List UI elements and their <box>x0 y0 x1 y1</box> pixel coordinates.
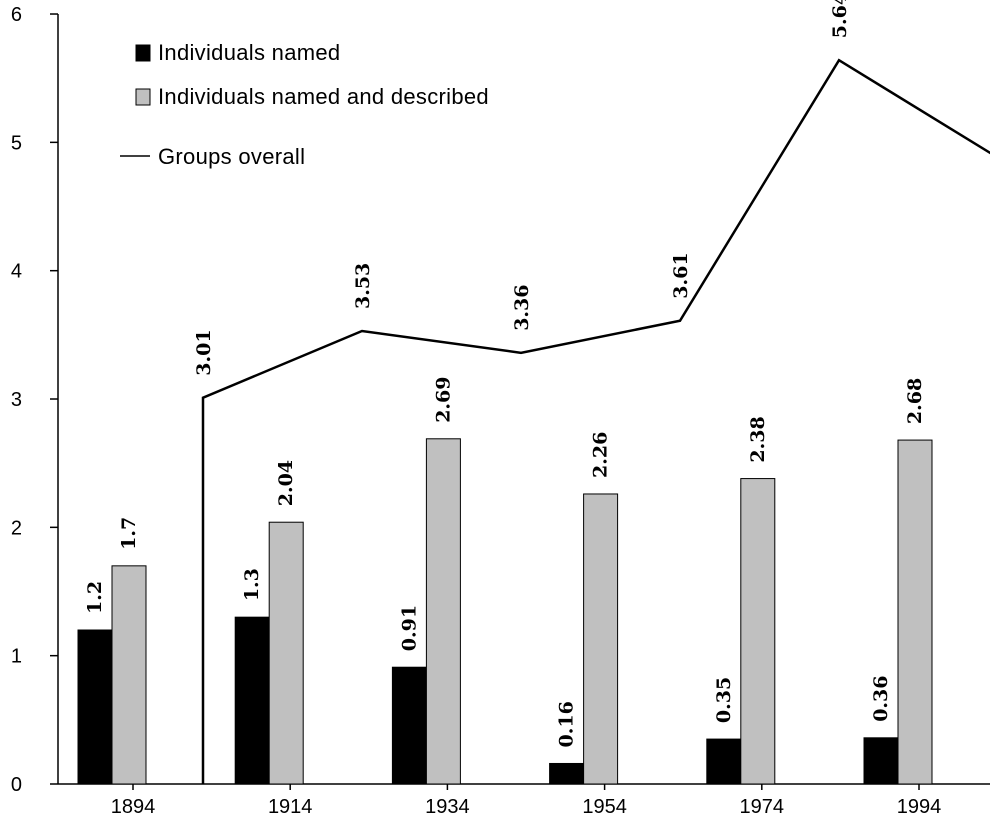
bar-data-label: 2.69 <box>432 377 454 423</box>
line-series <box>201 58 990 784</box>
bar-individuals-named <box>77 629 113 785</box>
bar-data-label: 1.2 <box>84 581 106 614</box>
y-tick-label: 2 <box>11 517 22 539</box>
line-data-label: 3.36 <box>511 285 533 331</box>
legend-label: Individuals named <box>158 40 340 65</box>
bar-individuals-named <box>706 738 742 785</box>
x-tick-label: 1954 <box>582 796 627 818</box>
x-tick-label: 1934 <box>425 796 470 818</box>
line-groups-overall <box>201 58 990 784</box>
x-tick-label: 1894 <box>111 796 156 818</box>
bar-individuals-named-described <box>583 493 619 785</box>
y-tick-label: 0 <box>11 774 22 796</box>
line-data-label: 3.53 <box>352 263 374 309</box>
bar-data-label: 0.91 <box>398 605 420 651</box>
line-data-label: 5.64 <box>829 0 851 38</box>
bar-data-label: 1.3 <box>241 568 263 601</box>
x-tick-label: 1974 <box>740 796 785 818</box>
y-tick-label: 3 <box>11 389 22 411</box>
bar-data-label: 2.68 <box>904 378 926 424</box>
data-labels: 1.2 1.3 0.91 0.16 0.35 0.36 1.7 2.04 2.69 2.26 2.3… <box>84 0 990 747</box>
legend-label: Individuals named and described <box>158 84 489 109</box>
bar-data-label: 2.04 <box>275 460 297 506</box>
y-tick-label: 1 <box>11 646 22 668</box>
x-tick-label: 1914 <box>268 796 313 818</box>
bar-data-label: 0.35 <box>713 677 735 723</box>
bar-individuals-named-described <box>425 438 461 785</box>
y-tick-label: 4 <box>11 261 22 283</box>
legend-swatch <box>135 88 151 106</box>
x-tick-label: 1994 <box>897 796 942 818</box>
legend-label: Groups overall <box>158 144 305 169</box>
bars <box>77 438 933 785</box>
bar-individuals-named <box>863 737 899 785</box>
bar-data-label: 2.38 <box>747 416 769 462</box>
bar-individuals-named-described <box>268 521 304 785</box>
line-data-label: 3.01 <box>193 329 215 375</box>
bar-individuals-named <box>391 666 427 785</box>
bar-data-label: 1.7 <box>118 517 140 550</box>
line-data-label: 4.88 <box>988 89 990 135</box>
bar-data-label: 2.26 <box>590 432 612 478</box>
bar-individuals-named-described <box>111 565 147 785</box>
legend-swatch <box>135 44 151 62</box>
bar-individuals-named <box>234 616 270 785</box>
axes: 0 1 2 3 4 5 6 1894 1914 1934 1954 1974 1994 <box>11 4 990 818</box>
bar-individuals-named <box>549 762 585 785</box>
y-tick-label: 5 <box>11 132 22 154</box>
bar-individuals-named-described <box>740 478 776 785</box>
bar-individuals-named-described <box>897 439 933 785</box>
bar-data-label: 0.16 <box>556 701 578 747</box>
legend: Individuals named Individuals named and d… <box>120 40 489 169</box>
y-tick-label: 6 <box>11 4 22 26</box>
line-data-label: 3.61 <box>670 252 692 298</box>
bar-data-label: 0.36 <box>870 676 892 722</box>
